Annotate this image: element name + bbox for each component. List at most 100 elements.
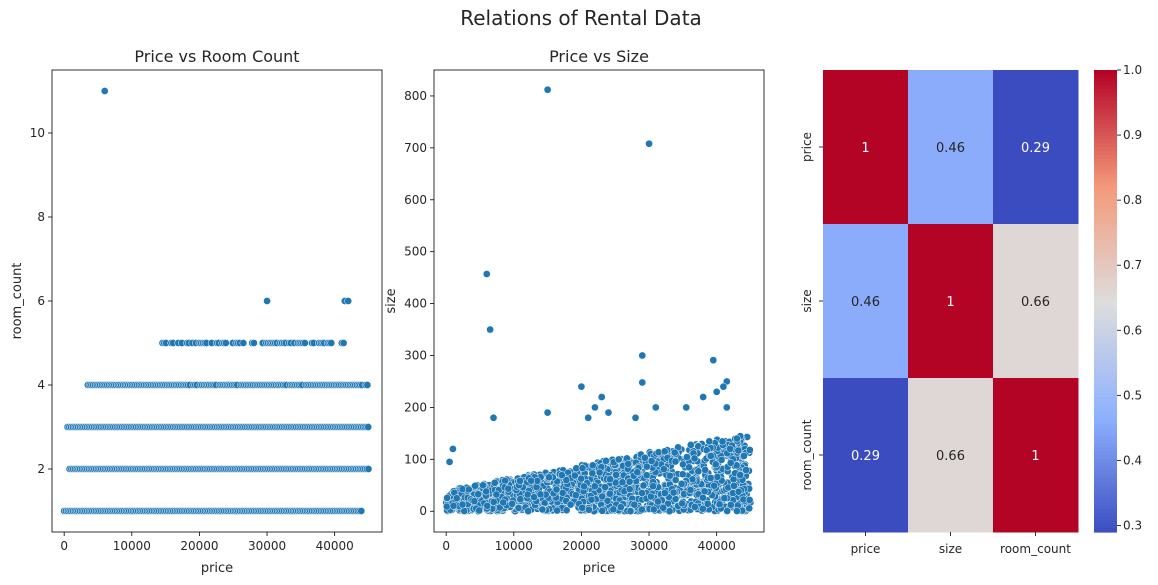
scatter2-point	[514, 504, 523, 512]
scatter2-point	[726, 444, 734, 453]
scatter2-point	[603, 496, 612, 505]
colorbar-segment	[1094, 424, 1117, 429]
scatter2-point	[699, 393, 707, 401]
colorbar-segment	[1094, 443, 1117, 448]
scatter2-y-tick-label: 500	[404, 245, 427, 259]
scatter1-y-tick-label: 6	[37, 294, 45, 308]
scatter2-point	[578, 464, 587, 472]
colorbar-tick-label: 0.3	[1123, 518, 1142, 532]
scatter1-y-tick-label: 8	[37, 210, 45, 224]
colorbar-segment	[1094, 455, 1117, 460]
scatter2-y-tick-label: 0	[419, 504, 427, 518]
colorbar-segment	[1094, 358, 1117, 364]
scatter1-x-tick-label: 30000	[248, 539, 286, 553]
heatmap-cell	[993, 70, 1079, 225]
colorbar-segment	[1094, 297, 1117, 302]
scatter2-point	[706, 474, 715, 482]
scatter2-point	[705, 437, 714, 446]
scatter2-point	[685, 463, 693, 472]
heatmap-annotation: 1	[861, 141, 869, 156]
scatter2-point	[598, 492, 607, 501]
scatter2-point	[585, 505, 593, 514]
colorbar-segment	[1094, 439, 1117, 445]
scatter2-point	[578, 503, 587, 512]
scatter2-point	[584, 413, 593, 422]
scatter2-point	[571, 491, 580, 500]
heatmap-annotation: 0.66	[936, 449, 965, 464]
colorbar-segment	[1094, 304, 1117, 310]
colorbar-segment	[1094, 127, 1117, 133]
colorbar-segment	[1094, 339, 1117, 344]
scatter2-point	[443, 494, 451, 502]
scatter2-point	[733, 434, 741, 443]
colorbar-segment	[1094, 77, 1117, 83]
scatter2-y-tick-label: 800	[404, 89, 427, 103]
scatter1-point	[250, 339, 258, 347]
scatter2-y-tick-label: 600	[404, 193, 427, 207]
colorbar-segment	[1094, 224, 1117, 229]
scatter1-y-ticks: 2 4 6 8 10	[30, 126, 52, 476]
scatter1-point	[301, 339, 309, 347]
colorbar-segment	[1094, 420, 1117, 425]
colorbar-segment	[1094, 73, 1117, 79]
scatter2-point	[452, 494, 461, 503]
colorbar-segment	[1094, 485, 1117, 491]
scatter1-point	[263, 297, 271, 305]
scatter2-point	[699, 493, 707, 502]
scatter2-point	[686, 486, 695, 494]
colorbar-segment	[1094, 312, 1117, 317]
heatmap-cells: 1 0.46 0.29 0.46 1 0.66 0.29 0.66 1	[823, 70, 1079, 533]
colorbar-segment	[1094, 96, 1117, 102]
colorbar-segment	[1094, 385, 1117, 391]
scatter2-point	[609, 505, 618, 514]
scatter2-point	[726, 459, 735, 467]
scatter2-point	[598, 507, 607, 515]
colorbar-segment	[1094, 220, 1117, 225]
scatter2-point	[605, 489, 614, 498]
colorbar-segment	[1094, 416, 1117, 421]
scatter2-point	[545, 473, 553, 482]
scatter2-point	[595, 468, 604, 477]
colorbar-segment	[1094, 200, 1117, 206]
scatter2-point	[703, 499, 712, 508]
colorbar-segment	[1094, 520, 1117, 525]
colorbar-segment	[1094, 247, 1117, 252]
scatter2-point	[660, 489, 669, 497]
scatter1-x-label: price	[201, 561, 233, 576]
scatter2-point	[482, 487, 491, 496]
scatter2-point	[471, 481, 479, 490]
scatter2-y-tick-label: 300	[404, 349, 427, 363]
scatter2-point	[736, 471, 745, 479]
scatter2-point	[688, 475, 697, 484]
scatter2-point	[647, 457, 656, 465]
colorbar-segment	[1094, 316, 1117, 321]
scatter2-point	[640, 453, 649, 462]
scatter2-point	[671, 495, 680, 503]
colorbar-segment	[1094, 123, 1117, 129]
colorbar-segment	[1094, 481, 1117, 487]
scatter1-y-tick-label: 2	[37, 462, 45, 476]
heatmap-annotation: 0.46	[851, 295, 880, 310]
scatter2-x-tick-label: 10000	[495, 539, 533, 553]
colorbar-segment	[1094, 428, 1117, 433]
heatmap-y-tick-label: price	[800, 132, 814, 162]
scatter1-point	[221, 339, 230, 347]
colorbar-segment	[1094, 254, 1117, 260]
scatter2-point	[536, 490, 545, 499]
scatter1-x-tick-label: 0	[60, 539, 68, 553]
colorbar-tick-label: 0.4	[1123, 453, 1142, 467]
colorbar-segment	[1094, 212, 1117, 217]
heatmap-annotation: 0.29	[851, 449, 880, 464]
scatter2-point	[445, 458, 454, 466]
correlation-heatmap: 1 0.46 0.29 0.46 1 0.66 0.29 0.66 1 price size roo…	[800, 63, 1142, 556]
scatter2-point	[587, 495, 596, 504]
scatter2-point	[601, 483, 609, 491]
scatter2-point	[694, 467, 703, 476]
colorbar-segment	[1094, 528, 1117, 533]
scatter1-point	[327, 339, 336, 347]
scatter2-point	[660, 447, 669, 456]
scatter1-point	[364, 465, 373, 473]
scatter2-point	[719, 382, 728, 391]
colorbar-segment	[1094, 281, 1117, 287]
scatter2-point	[626, 507, 635, 515]
